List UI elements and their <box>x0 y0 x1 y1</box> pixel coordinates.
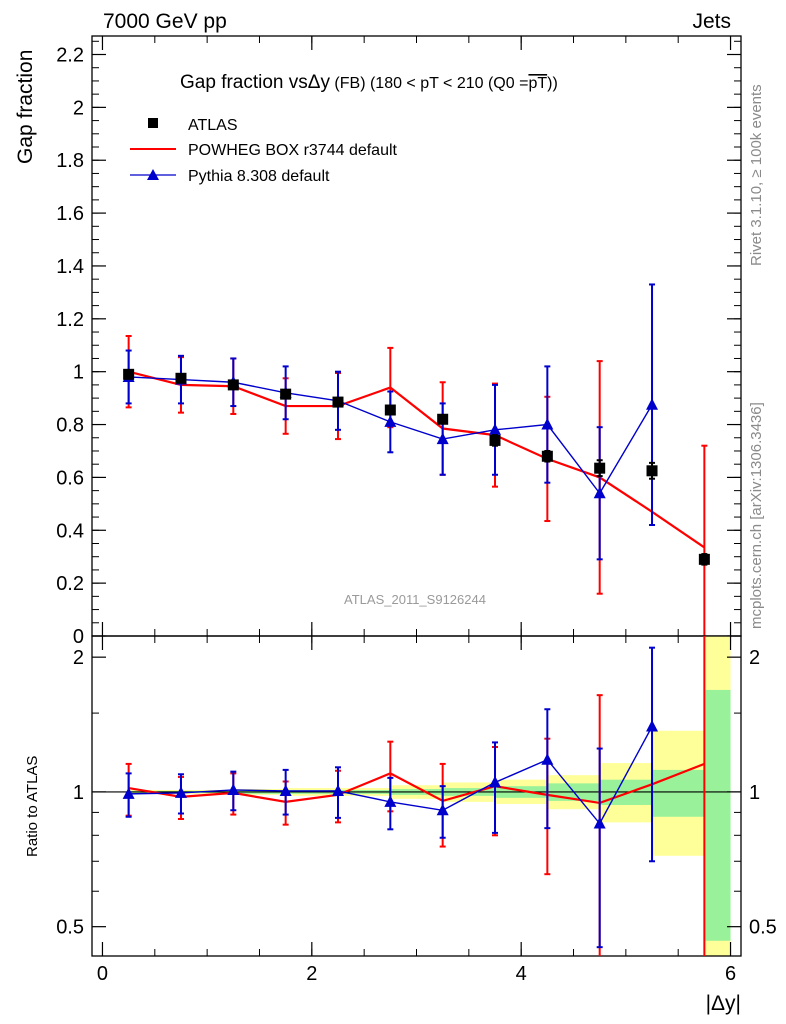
header-process: 7000 GeV pp <box>103 10 227 33</box>
main-y-tick-label: 0 <box>73 626 84 648</box>
x-tick-label: 6 <box>725 963 736 985</box>
plot-title-over: pT <box>528 75 547 92</box>
main-atlas-point <box>384 404 396 416</box>
legend-powheg-label: POWHEG BOX r3744 default <box>188 142 398 159</box>
main-atlas-point <box>123 368 135 380</box>
ratio-pythia-point <box>174 786 187 798</box>
main-pythia-point <box>384 415 397 427</box>
main-atlas-point <box>175 372 187 384</box>
ratio-pythia-point <box>646 720 659 732</box>
main-atlas-point <box>227 379 239 391</box>
main-atlas-point <box>594 462 606 474</box>
plot-title: Gap fraction vsΔy (FB) (180 < pT < 210 (… <box>180 72 558 93</box>
legend-atlas-marker <box>148 118 158 128</box>
ratio-y-tick-label-right: 1 <box>749 782 760 804</box>
ratio-pythia-point <box>122 787 135 799</box>
ratio-pythia-point <box>541 753 554 765</box>
plot-title-main: Gap fraction vsΔy <box>180 72 330 93</box>
ratio-plot-panel: 0 2 4 6 0.5 0.5 1 1 2 2 <box>56 635 777 985</box>
main-atlas-point <box>280 388 292 400</box>
main-y-tick-label: 2 <box>73 97 84 119</box>
main-y-tick-label: 0.4 <box>56 520 84 542</box>
main-y-tick-label: 1.8 <box>56 150 84 172</box>
ratio-band-green-11 <box>704 689 731 941</box>
x-tick-label: 2 <box>306 963 317 985</box>
ratio-pythia-point <box>279 784 292 796</box>
main-atlas-point <box>437 413 449 425</box>
plot-title-mid: (FB) (180 < pT < 210 (Q0 = <box>330 75 528 92</box>
main-pythia-point <box>436 432 449 445</box>
main-y-tick-label: 0.2 <box>56 573 84 595</box>
main-atlas-point <box>541 450 553 462</box>
main-pythia-point <box>541 418 554 430</box>
main-plot-panel: 0 0.2 0.4 0.6 0.8 1 1.2 1.4 1.6 1.8 2 2.2 <box>56 35 742 648</box>
legend-atlas-label: ATLAS <box>188 117 238 134</box>
main-powheg-line <box>128 370 705 549</box>
main-atlas-point <box>646 465 658 477</box>
main-y-tick-label: 1.6 <box>56 203 84 225</box>
ratio-y-tick-label-left: 1 <box>73 782 84 804</box>
main-atlas-point <box>698 553 710 565</box>
analysis-reference-label: ATLAS_2011_S9126244 <box>344 592 486 607</box>
plot-title-end: )) <box>547 75 558 92</box>
main-y-tick-label: 0.6 <box>56 467 84 489</box>
ratio-pythia-point <box>331 784 344 796</box>
ratio-pythia-point <box>227 783 240 795</box>
x-tick-label: 0 <box>97 963 108 985</box>
main-pythia-point <box>489 423 502 435</box>
x-axis-title: |Δy| <box>706 992 741 1015</box>
x-tick-label: 4 <box>516 963 527 985</box>
ratio-pythia-point <box>436 803 449 816</box>
legend-pythia-label: Pythia 8.308 default <box>188 168 330 185</box>
ratio-y-tick-label-right: 2 <box>749 647 760 669</box>
main-y-tick-label: 0.8 <box>56 415 84 437</box>
ratio-pythia-point <box>384 795 397 807</box>
main-y-tick-label: 1.2 <box>56 309 84 331</box>
main-y-tick-label: 1 <box>73 362 84 384</box>
main-pythia-point <box>646 398 659 410</box>
legend-pythia-marker <box>147 169 159 180</box>
main-y-tick-label: 1.4 <box>56 256 84 278</box>
ratio-powheg-line <box>128 762 705 805</box>
main-atlas-point <box>489 434 501 446</box>
ratio-y-tick-label-right: 0.5 <box>749 917 777 939</box>
ratio-y-tick-label-left: 2 <box>73 647 84 669</box>
rivet-version-label: Rivet 3.1.10, ≥ 100k events <box>748 84 765 266</box>
main-y-axis-title: Gap fraction <box>14 50 37 164</box>
header-category: Jets <box>692 10 731 33</box>
main-pythia-point <box>593 486 606 499</box>
ratio-pythia-point <box>593 817 606 829</box>
ratio-band-green-10 <box>652 769 705 817</box>
ratio-y-tick-label-left: 0.5 <box>56 917 84 939</box>
main-atlas-point <box>332 396 344 408</box>
main-y-tick-label: 2.2 <box>56 45 84 67</box>
mcplots-label: mcplots.cern.ch [arXiv:1306.3436] <box>748 402 765 629</box>
ratio-pythia-point <box>489 775 502 788</box>
ratio-y-axis-title: Ratio to ATLAS <box>24 756 41 857</box>
legend: ATLAS POWHEG BOX r3744 default Pythia 8.… <box>130 117 398 185</box>
